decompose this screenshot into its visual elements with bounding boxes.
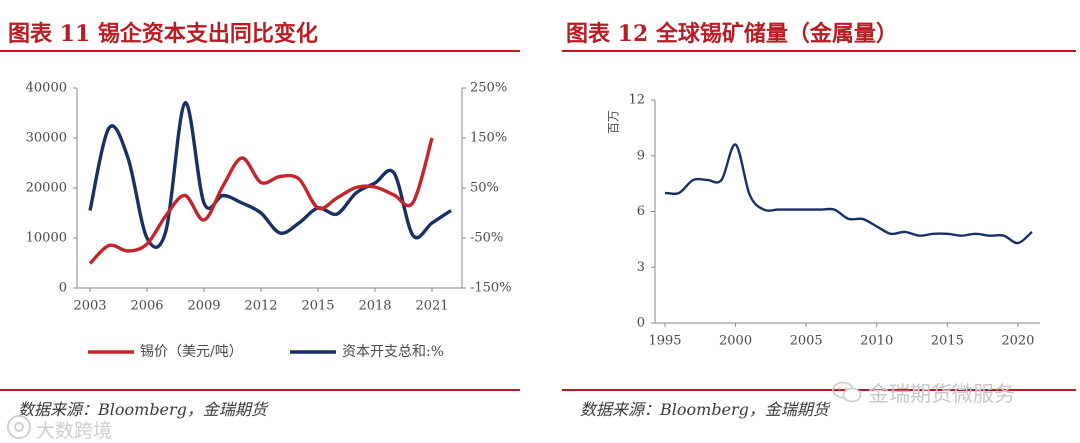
right-title-divider — [562, 50, 1076, 52]
left-source-note: 数据来源：Bloomberg，金瑞期货 — [18, 400, 267, 419]
left-chart-left-tick-label: 10000 — [26, 231, 67, 246]
left-chart-right-tick-label: -150% — [470, 281, 512, 296]
right-chart-reserves-line — [664, 143, 1033, 245]
right-chart-x-tick-label: 1995 — [648, 334, 681, 349]
left-chart-left-tick-label: 0 — [59, 281, 67, 296]
corner-logo-icon — [7, 415, 31, 439]
legend-tin-price-label: 锡价（美元/吨） — [140, 344, 243, 360]
left-chart-right-tick-label: 50% — [470, 181, 499, 196]
left-chart-right-tick-label: 250% — [470, 81, 507, 96]
left-chart-left-tick-label: 40000 — [26, 81, 67, 96]
right-source-divider — [562, 389, 1076, 391]
left-chart-title: 图表 11 锡企资本支出同比变化 — [8, 21, 318, 47]
left-chart-x-tick-label: 2006 — [130, 299, 163, 314]
left-chart-left-tick-label: 30000 — [26, 131, 67, 146]
left-chart-x-tick-label: 2012 — [244, 299, 277, 314]
wechat-account-watermark: 金瑞期货微服务 — [868, 382, 1015, 406]
right-chart-y-tick-label: 3 — [637, 260, 645, 275]
left-chart-x-tick-label: 2003 — [73, 299, 106, 314]
left-chart-x-tick-label: 2009 — [187, 299, 220, 314]
left-chart-left-tick-label: 20000 — [26, 181, 67, 196]
right-chart-x-tick-label: 2005 — [790, 334, 823, 349]
right-source-note: 数据来源：Bloomberg，金瑞期货 — [580, 400, 829, 419]
right-chart-x-tick-label: 2015 — [931, 334, 964, 349]
right-chart-y-tick-label: 6 — [637, 204, 645, 219]
right-chart-y-axis-label: 百万 — [607, 110, 621, 134]
left-chart-tin-price-line — [88, 137, 434, 265]
right-chart-x-tick-label: 2000 — [719, 334, 752, 349]
right-chart-y-tick-label: 9 — [637, 148, 645, 163]
left-title-divider — [0, 50, 520, 52]
left-chart-x-tick-label: 2021 — [415, 299, 448, 314]
left-chart-right-tick-label: -50% — [470, 231, 503, 246]
left-chart-x-tick-label: 2015 — [301, 299, 334, 314]
right-chart-x-tick-label: 2010 — [860, 334, 893, 349]
right-chart-y-tick-label: 0 — [637, 316, 645, 331]
corner-watermark: 大数跨境 — [36, 420, 113, 442]
wechat-logo-icon — [832, 381, 862, 403]
left-chart-x-tick-label: 2018 — [358, 299, 391, 314]
right-chart-x-tick-label: 2020 — [1001, 334, 1034, 349]
right-chart-y-tick-label: 12 — [628, 93, 645, 108]
left-chart-capex-line — [88, 101, 452, 249]
legend-capex-label: 资本开支总和:% — [342, 344, 444, 360]
right-chart-title: 图表 12 全球锡矿储量（金属量） — [566, 21, 898, 47]
left-chart-right-tick-label: 150% — [470, 131, 507, 146]
left-source-divider — [0, 389, 520, 391]
